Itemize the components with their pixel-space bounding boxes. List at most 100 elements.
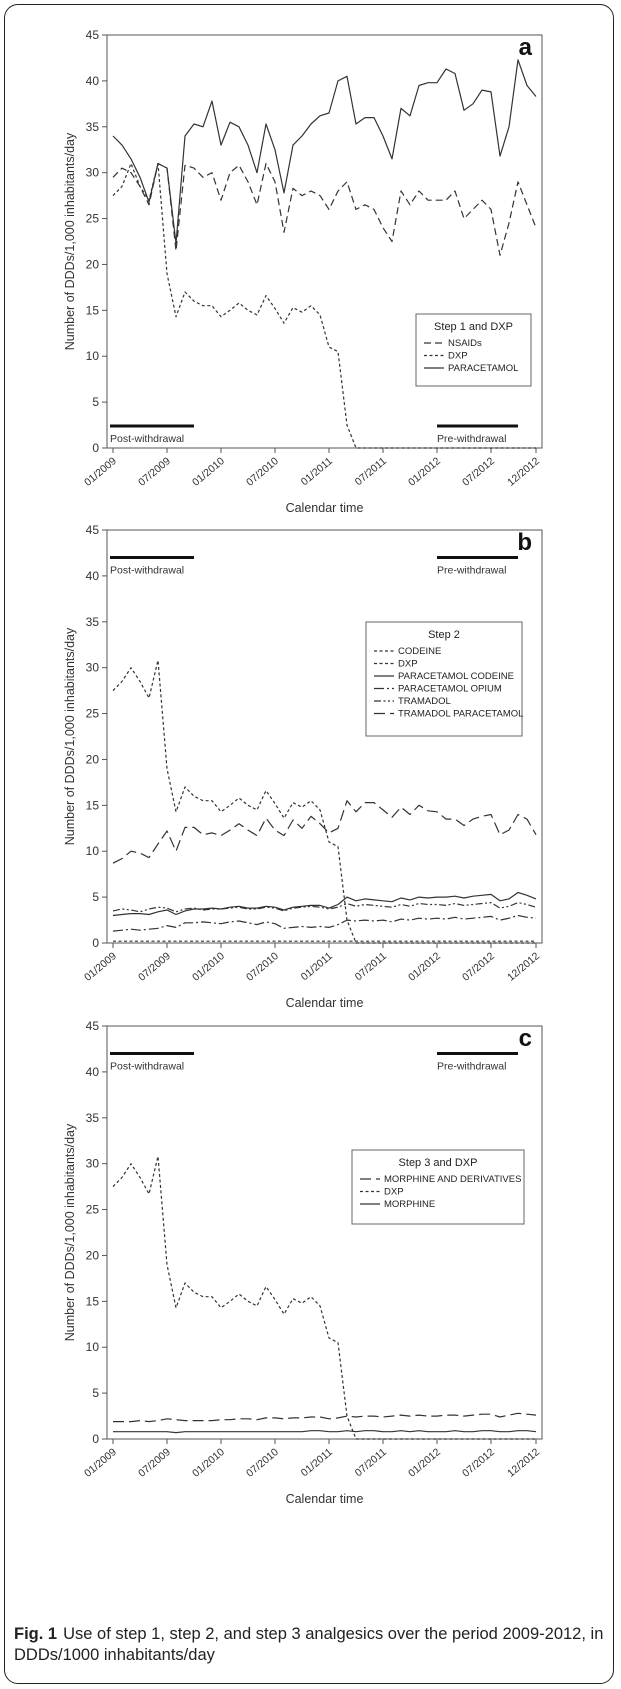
y-tick-label: 45: [86, 28, 100, 42]
x-tick-label: 01/2010: [190, 455, 227, 489]
y-tick-label: 40: [86, 569, 100, 583]
legend-title: Step 1 and DXP: [434, 321, 513, 333]
y-tick-label: 35: [86, 1111, 100, 1125]
x-tick-label: 12/2012: [505, 1446, 542, 1480]
y-tick-label: 0: [92, 936, 99, 950]
legend-entry: PARACETAMOL OPIUM: [398, 684, 502, 695]
y-axis-label: Number of DDDs/1,000 inhabitants/day: [63, 1123, 77, 1341]
legend-entry: PARACETAMOL: [448, 363, 518, 374]
legend: Step 3 and DXP MORPHINE AND DERIVATIVES DX…: [351, 1149, 525, 1225]
y-tick-label: 0: [92, 441, 99, 455]
y-axis-label: Number of DDDs/1,000 inhabitants/day: [63, 132, 77, 350]
y-tick-label: 25: [86, 212, 100, 226]
series-line-dxp: [112, 162, 536, 449]
series-line-dxp: [112, 659, 536, 944]
panel-letter: c: [519, 1025, 532, 1052]
post-withdrawal-label: Post-withdrawal: [110, 433, 184, 445]
x-tick-label: 07/2009: [136, 950, 173, 984]
y-tick-label: 25: [86, 707, 100, 721]
caption-text: Use of step 1, step 2, and step 3 analge…: [14, 1625, 604, 1664]
y-tick-label: 10: [86, 844, 100, 858]
y-tick-label: 30: [86, 166, 100, 180]
x-tick-label: 01/2012: [406, 455, 443, 489]
post-withdrawal-label: Post-withdrawal: [110, 565, 184, 577]
legend-box: [351, 1149, 525, 1225]
chart-panel-b: 0 5 10 15 20 25 30 35 40 45 01/2009 07/2009 01/2010 0…: [63, 523, 543, 1010]
series-line-paracetamol-codeine: [112, 891, 537, 917]
y-tick-label: 5: [92, 395, 99, 409]
x-axis-label: Calendar time: [286, 996, 364, 1010]
x-tick-label: 01/2011: [299, 950, 335, 983]
plot-area: [106, 1025, 543, 1440]
x-tick-label: 07/2012: [460, 950, 497, 984]
x-tick-label: 01/2010: [190, 950, 227, 984]
y-tick-label: 40: [86, 1065, 100, 1079]
legend-title: Step 2: [428, 629, 460, 641]
panel-letter: b: [517, 529, 532, 556]
plot-area: [106, 34, 543, 449]
x-tick-label: 12/2012: [505, 455, 542, 489]
chart-panel-c: 0 5 10 15 20 25 30 35 40 45 01/2009 07/2009 01/2010 0…: [63, 1019, 543, 1506]
plot-area: [106, 529, 543, 944]
x-tick-label: 07/2012: [460, 1446, 497, 1480]
legend-entry: TRAMADOL PARACETAMOL: [398, 709, 523, 720]
y-axis-label: Number of DDDs/1,000 inhabitants/day: [63, 627, 77, 845]
y-tick-label: 30: [86, 661, 100, 675]
legend-entry: DXP: [384, 1187, 404, 1198]
y-tick-label: 30: [86, 1157, 100, 1171]
y-tick-label: 40: [86, 74, 100, 88]
y-tick-label: 20: [86, 257, 100, 271]
chart-panel-a: 0 5 10 15 20 25 30 35 40 45 01/2009 07/2009 01/2010 0…: [63, 28, 543, 515]
series-line-tramadol-paracetamol: [112, 800, 537, 864]
y-tick-label: 5: [92, 890, 99, 904]
x-tick-label: 12/2012: [505, 950, 542, 984]
x-tick-label: 07/2009: [136, 455, 173, 489]
y-tick-label: 0: [92, 1432, 99, 1446]
y-tick-label: 45: [86, 1019, 100, 1033]
legend-entry: PARACETAMOL CODEINE: [398, 671, 514, 682]
series-line-paracetamol: [112, 59, 537, 244]
y-tick-label: 20: [86, 752, 100, 766]
y-tick-label: 20: [86, 1248, 100, 1262]
x-tick-label: 01/2010: [190, 1446, 227, 1480]
caption-label: Fig. 1: [14, 1625, 58, 1643]
pre-withdrawal-label: Pre-withdrawal: [437, 1061, 506, 1073]
series-line-nsaids: [112, 162, 537, 256]
x-axis-label: Calendar time: [286, 501, 364, 515]
x-axis-label: Calendar time: [286, 1492, 364, 1506]
pre-withdrawal-label: Pre-withdrawal: [437, 565, 506, 577]
legend-title: Step 3 and DXP: [399, 1157, 478, 1169]
series-line-morphine-and-derivatives: [113, 1412, 537, 1423]
legend-entry: MORPHINE AND DERIVATIVES: [384, 1174, 521, 1185]
legend-entry: NSAIDs: [448, 338, 482, 349]
y-tick-label: 15: [86, 303, 100, 317]
panel-letter: a: [519, 34, 533, 61]
x-tick-label: 01/2009: [82, 950, 119, 984]
legend-entry: CODEINE: [398, 646, 441, 657]
x-tick-label: 01/2012: [406, 1446, 443, 1480]
figure-frame: [4, 4, 614, 1684]
x-tick-label: 07/2011: [353, 950, 389, 983]
y-tick-label: 35: [86, 615, 100, 629]
legend-box: [415, 313, 532, 387]
x-tick-label: 01/2011: [299, 1446, 335, 1479]
x-tick-label: 01/2009: [82, 1446, 119, 1480]
x-tick-label: 07/2011: [353, 1446, 389, 1479]
legend-entry: DXP: [448, 351, 468, 362]
y-tick-label: 35: [86, 120, 100, 134]
y-tick-label: 45: [86, 523, 100, 537]
y-tick-label: 10: [86, 1340, 100, 1354]
x-tick-label: 07/2010: [244, 1446, 281, 1480]
x-tick-label: 01/2012: [406, 950, 443, 984]
legend-entry: MORPHINE: [384, 1199, 435, 1210]
y-tick-label: 15: [86, 798, 100, 812]
y-tick-label: 10: [86, 349, 100, 363]
series-line-paracetamol-opium: [112, 914, 537, 932]
x-tick-label: 07/2010: [244, 455, 281, 489]
x-tick-label: 07/2010: [244, 950, 281, 984]
x-tick-label: 01/2011: [299, 455, 335, 488]
y-tick-label: 5: [92, 1386, 99, 1400]
